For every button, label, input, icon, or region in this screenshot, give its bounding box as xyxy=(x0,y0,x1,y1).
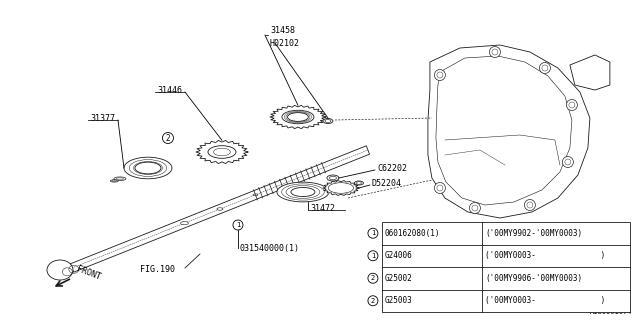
Text: 31377: 31377 xyxy=(90,114,115,123)
Text: ('00MY0003-              ): ('00MY0003- ) xyxy=(485,251,605,260)
Text: 2: 2 xyxy=(371,298,375,304)
Polygon shape xyxy=(428,45,590,218)
Text: 031540000(1): 031540000(1) xyxy=(240,244,300,252)
Ellipse shape xyxy=(327,175,339,181)
Text: H02102: H02102 xyxy=(270,38,300,47)
Circle shape xyxy=(435,69,445,81)
Ellipse shape xyxy=(135,162,161,174)
Text: C62202: C62202 xyxy=(377,164,407,172)
Text: 060162080(1): 060162080(1) xyxy=(385,229,440,238)
Text: 1: 1 xyxy=(371,230,375,236)
Ellipse shape xyxy=(253,194,258,196)
Text: D52204: D52204 xyxy=(372,179,402,188)
Text: ('00MY9906-'00MY0003): ('00MY9906-'00MY0003) xyxy=(485,274,582,283)
Ellipse shape xyxy=(277,182,329,202)
Text: FRONT: FRONT xyxy=(75,264,102,282)
Polygon shape xyxy=(436,56,572,205)
Circle shape xyxy=(368,273,378,283)
Circle shape xyxy=(368,251,378,261)
Text: 31472: 31472 xyxy=(310,204,335,212)
Text: 2: 2 xyxy=(371,275,375,281)
Ellipse shape xyxy=(323,118,333,124)
Circle shape xyxy=(233,220,243,230)
Text: G25002: G25002 xyxy=(385,274,413,283)
Text: 1: 1 xyxy=(371,253,375,259)
Text: G24006: G24006 xyxy=(385,251,413,260)
Text: ('00MY0003-              ): ('00MY0003- ) xyxy=(485,296,605,305)
Text: 1: 1 xyxy=(236,222,240,228)
Circle shape xyxy=(435,182,445,194)
Text: A160001074: A160001074 xyxy=(589,309,632,315)
Ellipse shape xyxy=(217,208,223,210)
Circle shape xyxy=(524,199,536,211)
Bar xyxy=(382,222,630,312)
Polygon shape xyxy=(270,105,326,129)
Text: 31446: 31446 xyxy=(157,85,182,94)
Circle shape xyxy=(563,156,573,167)
Polygon shape xyxy=(196,140,248,164)
Ellipse shape xyxy=(291,188,315,196)
Ellipse shape xyxy=(124,157,172,179)
Circle shape xyxy=(368,228,378,238)
Circle shape xyxy=(163,132,173,143)
Ellipse shape xyxy=(180,221,188,225)
Text: ('00MY9902-'00MY0003): ('00MY9902-'00MY0003) xyxy=(485,229,582,238)
Text: G25003: G25003 xyxy=(385,296,413,305)
Polygon shape xyxy=(323,180,359,196)
Circle shape xyxy=(368,296,378,306)
Circle shape xyxy=(540,62,550,74)
Text: FIG.190: FIG.190 xyxy=(140,266,175,275)
Circle shape xyxy=(490,46,500,58)
Text: 31458: 31458 xyxy=(270,26,295,35)
Circle shape xyxy=(469,203,481,213)
Text: 2: 2 xyxy=(166,133,170,142)
Polygon shape xyxy=(570,55,610,90)
Ellipse shape xyxy=(114,177,126,180)
Ellipse shape xyxy=(110,180,118,182)
Ellipse shape xyxy=(47,260,73,280)
Polygon shape xyxy=(70,146,369,272)
Circle shape xyxy=(566,100,577,110)
Ellipse shape xyxy=(355,181,364,185)
